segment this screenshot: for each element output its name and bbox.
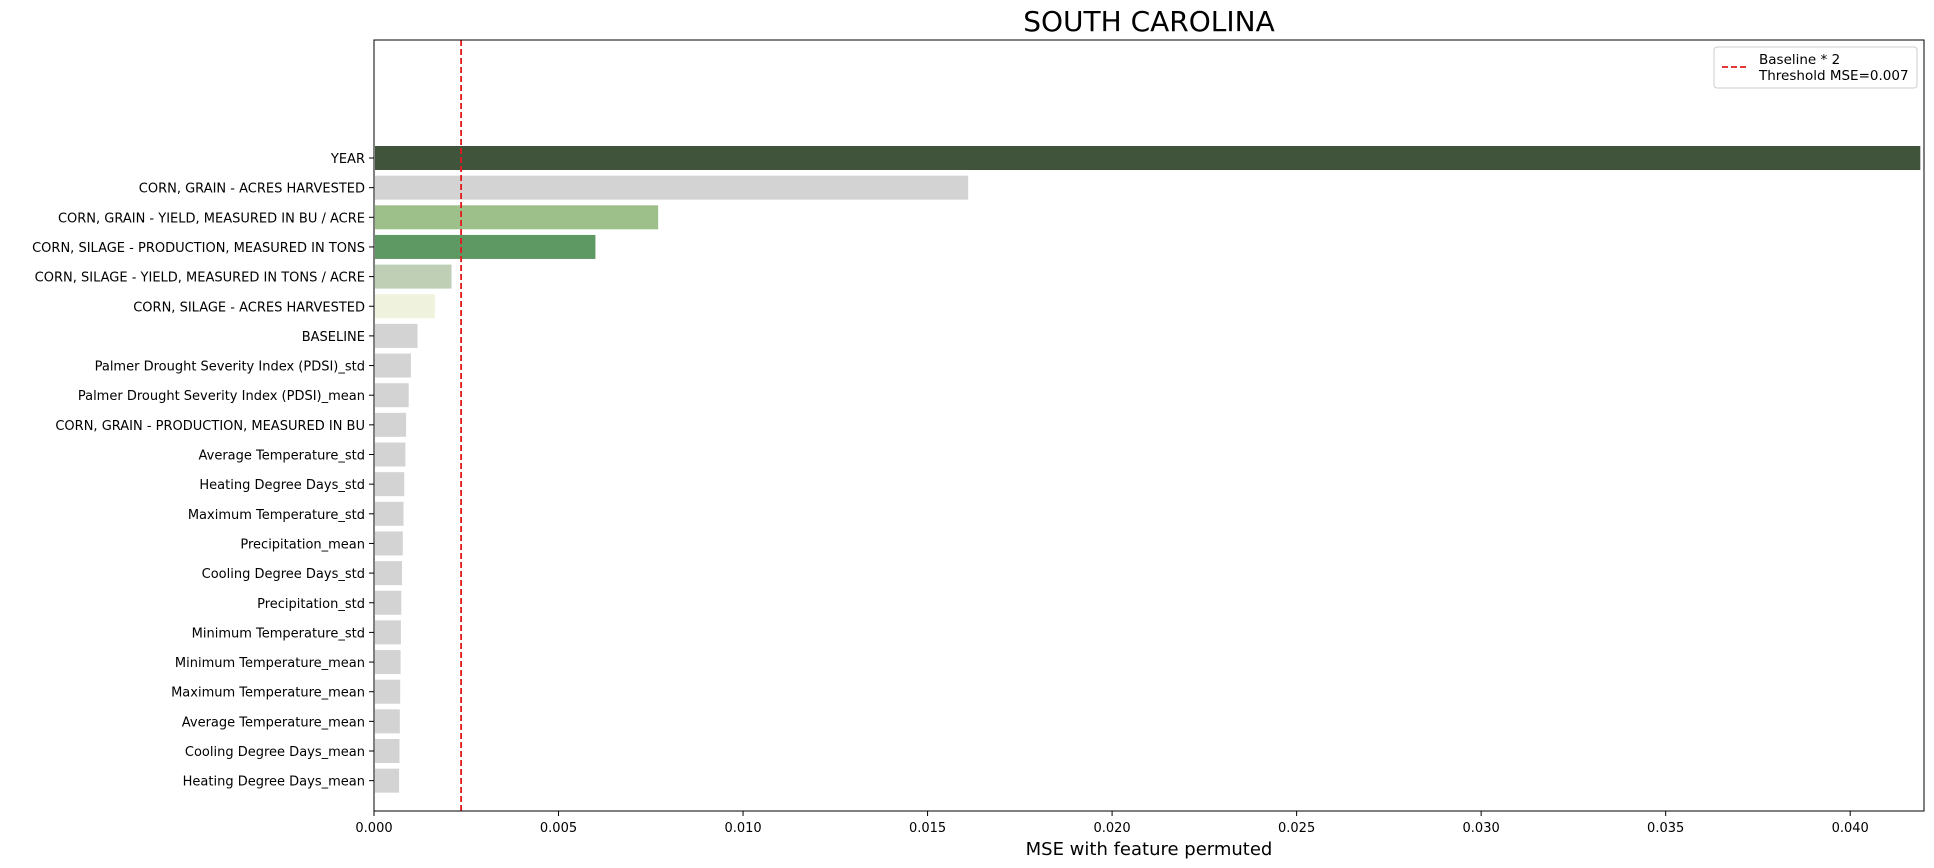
x-tick-label: 0.030 xyxy=(1463,821,1500,836)
x-tick-label: 0.010 xyxy=(724,821,761,836)
y-tick-label: Precipitation_std xyxy=(257,597,365,612)
y-axis: YEAR CORN, GRAIN - ACRES HARVESTED CORN, G… xyxy=(32,152,374,790)
axes-frame xyxy=(373,39,1925,812)
y-tick-label: Palmer Drought Severity Index (PDSI)_mea… xyxy=(78,389,365,404)
bar xyxy=(375,768,400,793)
y-tick-label: CORN, SILAGE - YIELD, MEASURED IN TONS /… xyxy=(35,271,365,286)
y-tick-label: CORN, GRAIN - PRODUCTION, MEASURED IN BU xyxy=(55,419,365,434)
y-tick-label: Precipitation_mean xyxy=(240,537,365,552)
bar xyxy=(375,650,401,675)
y-tick-label: Average Temperature_std xyxy=(199,449,366,464)
y-tick-label: CORN, SILAGE - ACRES HARVESTED xyxy=(133,300,365,315)
bar xyxy=(375,175,969,200)
y-tick-label: Minimum Temperature_std xyxy=(192,626,365,641)
y-tick-label: CORN, SILAGE - PRODUCTION, MEASURED IN T… xyxy=(32,241,365,256)
bar xyxy=(375,531,403,556)
legend: Baseline * 2 Threshold MSE=0.007 xyxy=(1713,46,1918,89)
bar xyxy=(375,472,405,497)
y-tick-label: Heating Degree Days_mean xyxy=(183,775,365,790)
bar xyxy=(375,561,403,586)
x-tick-label: 0.000 xyxy=(355,821,392,836)
y-tick-label: Palmer Drought Severity Index (PDSI)_std xyxy=(95,360,365,375)
legend-label-line1: Baseline * 2 xyxy=(1759,52,1840,68)
bar xyxy=(375,323,418,348)
x-tick-label: 0.005 xyxy=(540,821,577,836)
y-tick-label: Heating Degree Days_std xyxy=(199,478,365,493)
y-tick-label: Maximum Temperature_std xyxy=(188,508,365,523)
chart-title: SOUTH CAROLINA xyxy=(1023,5,1275,38)
bar xyxy=(375,412,407,437)
x-tick-label: 0.040 xyxy=(1832,821,1869,836)
y-tick-label: Cooling Degree Days_std xyxy=(202,567,365,582)
legend-label-line2: Threshold MSE=0.007 xyxy=(1758,68,1909,84)
y-tick-label: Minimum Temperature_mean xyxy=(175,656,365,671)
bar xyxy=(375,679,401,704)
bar xyxy=(375,620,401,645)
bar xyxy=(375,590,402,615)
bar xyxy=(375,205,659,230)
bar xyxy=(375,294,435,319)
x-tick-label: 0.035 xyxy=(1647,821,1684,836)
y-tick-label: CORN, GRAIN - YIELD, MEASURED IN BU / AC… xyxy=(58,211,365,226)
bar xyxy=(375,353,411,378)
x-tick-label: 0.020 xyxy=(1093,821,1130,836)
x-tick-label: 0.025 xyxy=(1278,821,1315,836)
y-tick-label: Maximum Temperature_mean xyxy=(171,686,365,701)
bar xyxy=(375,264,452,289)
bar xyxy=(375,442,406,467)
y-tick-label: CORN, GRAIN - ACRES HARVESTED xyxy=(139,182,365,197)
y-tick-label: Average Temperature_mean xyxy=(182,715,365,730)
y-tick-label: YEAR xyxy=(330,152,365,167)
bar xyxy=(375,383,409,408)
y-tick-label: Cooling Degree Days_mean xyxy=(185,745,365,760)
plot-area xyxy=(373,39,1925,812)
x-axis: 0.000 0.005 0.010 0.015 0.020 0.025 0.030 0.035… xyxy=(355,811,1869,836)
legend-frame xyxy=(1713,46,1918,89)
y-tick-label: BASELINE xyxy=(302,330,365,345)
bar xyxy=(375,501,404,526)
bar xyxy=(375,739,400,763)
bar xyxy=(375,146,1921,170)
bar xyxy=(375,709,400,734)
x-axis-label: MSE with feature permuted xyxy=(1026,839,1273,860)
x-tick-label: 0.015 xyxy=(909,821,946,836)
bar xyxy=(375,234,596,259)
